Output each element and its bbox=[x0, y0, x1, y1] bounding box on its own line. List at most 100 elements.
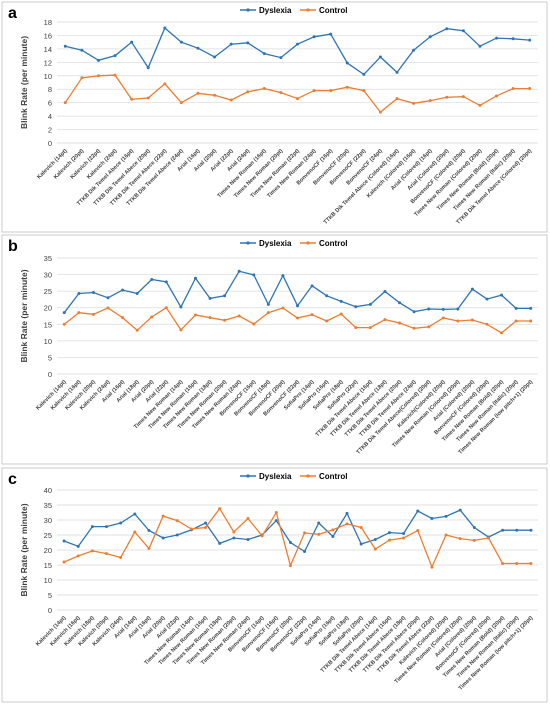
data-point-dyslexia bbox=[229, 42, 233, 46]
y-axis-label: Blink Rate (per minute) bbox=[19, 269, 29, 362]
data-point-control bbox=[428, 99, 432, 103]
data-point-control bbox=[445, 95, 449, 99]
panel-label: c bbox=[8, 471, 17, 488]
y-tick-label: 12 bbox=[44, 58, 52, 67]
data-point-control bbox=[288, 564, 292, 568]
data-point-control bbox=[383, 318, 387, 322]
data-point-dyslexia bbox=[511, 37, 515, 41]
data-point-control bbox=[246, 517, 250, 520]
data-point-control bbox=[62, 560, 66, 564]
data-point-dyslexia bbox=[179, 40, 183, 44]
data-point-control bbox=[345, 85, 349, 89]
legend-marker-control bbox=[306, 8, 310, 12]
data-point-dyslexia bbox=[317, 521, 321, 525]
data-point-control bbox=[76, 554, 80, 558]
data-point-control bbox=[175, 519, 179, 523]
data-point-control bbox=[121, 316, 125, 320]
data-point-dyslexia bbox=[428, 35, 432, 39]
chart-panel-a: a 0 2 4 6 8 10 12 14 16 18 Blink Rate (per minute) D… bbox=[1, 1, 548, 233]
y-tick-label: 35 bbox=[44, 254, 52, 263]
y-tick-label: 30 bbox=[44, 271, 52, 280]
y-tick-label: 8 bbox=[48, 85, 52, 94]
y-tick-label: 5 bbox=[48, 353, 52, 362]
data-point-dyslexia bbox=[485, 297, 489, 301]
data-point-control bbox=[208, 316, 212, 320]
data-point-control bbox=[310, 313, 314, 317]
data-point-control bbox=[345, 522, 349, 526]
legend-label-control: Control bbox=[319, 6, 347, 15]
data-point-control bbox=[441, 316, 445, 320]
data-point-control bbox=[501, 562, 505, 565]
data-point-dyslexia bbox=[458, 508, 462, 512]
data-point-dyslexia bbox=[296, 42, 299, 46]
y-tick-label: 14 bbox=[44, 45, 52, 54]
data-point-control bbox=[514, 319, 518, 323]
data-point-dyslexia bbox=[529, 528, 533, 532]
data-point-control bbox=[246, 90, 250, 94]
data-point-control bbox=[303, 531, 307, 535]
data-point-control bbox=[223, 318, 227, 322]
data-point-dyslexia bbox=[514, 306, 518, 310]
data-point-dyslexia bbox=[383, 289, 387, 293]
data-point-dyslexia bbox=[312, 35, 316, 39]
legend-label-dyslexia: Dyslexia bbox=[259, 472, 292, 481]
y-tick-label: 15 bbox=[44, 561, 52, 570]
data-point-dyslexia bbox=[119, 521, 123, 525]
data-point-control bbox=[312, 89, 316, 93]
data-point-control bbox=[495, 94, 499, 98]
series-line-dyslexia bbox=[63, 509, 531, 553]
panel-label: a bbox=[8, 5, 17, 22]
y-tick-label: 25 bbox=[44, 287, 52, 296]
data-point-dyslexia bbox=[528, 38, 532, 42]
data-point-dyslexia bbox=[223, 294, 227, 298]
y-tick-label: 0 bbox=[48, 370, 52, 379]
y-tick-label: 20 bbox=[44, 304, 52, 313]
data-point-dyslexia bbox=[354, 305, 358, 309]
data-point-dyslexia bbox=[246, 41, 250, 45]
data-point-dyslexia bbox=[62, 539, 66, 543]
data-point-dyslexia bbox=[395, 70, 399, 74]
data-point-control bbox=[179, 101, 183, 105]
data-point-control bbox=[150, 315, 154, 319]
legend: Dyslexia Control bbox=[240, 239, 347, 248]
data-point-dyslexia bbox=[461, 29, 465, 33]
data-point-dyslexia bbox=[179, 305, 183, 309]
data-point-dyslexia bbox=[296, 304, 299, 308]
data-point-dyslexia bbox=[105, 525, 109, 529]
data-point-dyslexia bbox=[279, 56, 283, 60]
data-point-dyslexia bbox=[106, 296, 110, 300]
data-point-dyslexia bbox=[441, 307, 445, 311]
y-tick-label: 10 bbox=[44, 576, 52, 585]
data-point-control bbox=[373, 547, 377, 551]
legend-marker-control bbox=[306, 241, 310, 245]
data-point-dyslexia bbox=[430, 517, 434, 520]
legend-marker-dyslexia bbox=[246, 8, 250, 12]
y-tick-label: 25 bbox=[44, 531, 52, 540]
data-point-dyslexia bbox=[63, 44, 67, 48]
data-point-control bbox=[77, 311, 81, 315]
y-axis-label: Blink Rate (per minute) bbox=[19, 36, 29, 129]
legend-label-control: Control bbox=[319, 472, 347, 481]
data-point-control bbox=[252, 322, 256, 326]
data-point-dyslexia bbox=[113, 54, 117, 58]
data-point-control bbox=[331, 528, 335, 532]
data-point-control bbox=[359, 526, 363, 529]
data-point-dyslexia bbox=[266, 302, 270, 306]
data-point-control bbox=[130, 97, 134, 101]
data-point-dyslexia bbox=[378, 55, 382, 59]
data-point-dyslexia bbox=[237, 269, 241, 273]
data-point-control bbox=[260, 534, 264, 538]
legend-label-dyslexia: Dyslexia bbox=[259, 239, 292, 248]
data-point-dyslexia bbox=[412, 48, 416, 52]
data-point-control bbox=[279, 91, 283, 95]
data-point-control bbox=[262, 87, 266, 91]
data-point-dyslexia bbox=[288, 541, 292, 544]
chart-panel-b: b 0 5 10 15 20 25 30 35 Blink Rate (per minute) Dy… bbox=[1, 234, 548, 465]
data-point-dyslexia bbox=[193, 276, 197, 280]
chart-panel-c: c 0 5 10 15 20 25 30 35 40 Blink Rate (per minute)… bbox=[1, 467, 548, 703]
data-point-control bbox=[96, 74, 100, 78]
data-point-control bbox=[164, 306, 168, 310]
data-point-dyslexia bbox=[213, 55, 217, 59]
data-point-dyslexia bbox=[133, 512, 137, 516]
